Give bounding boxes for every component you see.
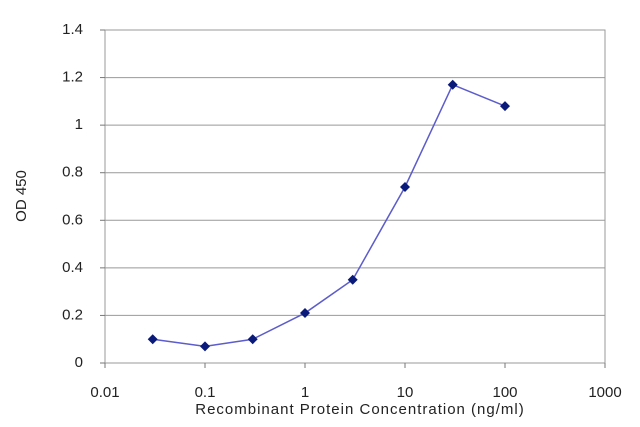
x-tick-label: 1000: [588, 384, 621, 401]
y-tick-label: 1: [75, 116, 83, 133]
x-axis-label: Recombinant Protein Concentration (ng/ml…: [195, 401, 524, 418]
x-tick-label: 10: [397, 384, 414, 401]
y-tick-label: 0.6: [62, 211, 83, 228]
data-point: [500, 101, 510, 112]
x-tick-label: 1: [301, 384, 309, 401]
y-tick-label: 0.4: [62, 259, 83, 276]
plot-area: [104, 29, 606, 364]
data-point: [147, 334, 158, 345]
data-point: [347, 274, 358, 285]
y-tick-label: 1.4: [62, 21, 83, 38]
y-axis-label: OD 450: [13, 170, 30, 222]
data-line: [152, 83, 506, 348]
data-point: [447, 79, 458, 90]
data-point: [200, 341, 210, 352]
x-tick-label: 100: [492, 384, 517, 401]
data-point: [247, 334, 258, 345]
x-tick-label: 0.1: [195, 384, 216, 401]
y-tick-label: 0.2: [62, 306, 83, 323]
y-tick-label: 1.2: [62, 69, 83, 86]
data-point: [400, 181, 410, 192]
y-tick-label: 0: [75, 354, 83, 371]
x-tick-label: 0.01: [90, 384, 119, 401]
y-tick-label: 0.8: [62, 164, 83, 181]
data-point: [300, 308, 310, 319]
